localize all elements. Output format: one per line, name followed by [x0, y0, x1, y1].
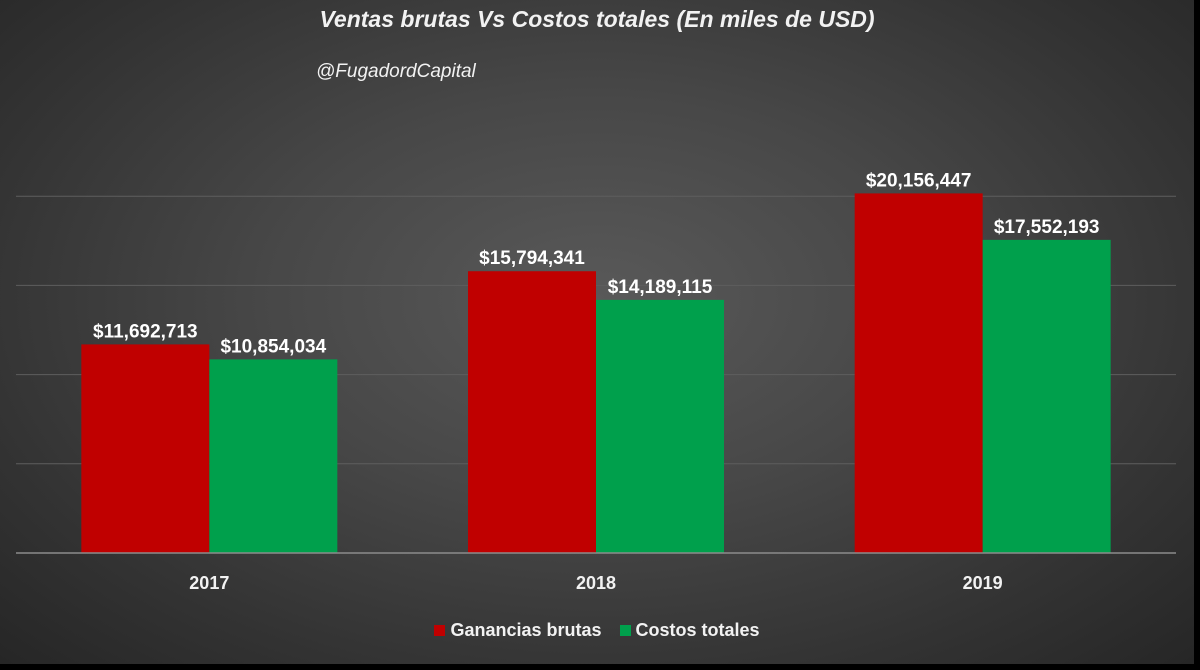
chart-title: Ventas brutas Vs Costos totales (En mile… [319, 6, 875, 32]
x-tick-label-2017: 2017 [189, 573, 229, 593]
data-label-costos-2017: $10,854,034 [220, 336, 326, 357]
legend-item-ganancias: Ganancias brutas [434, 620, 602, 641]
legend-label-costos: Costos totales [635, 620, 760, 640]
legend-swatch-costos [619, 625, 631, 636]
bar-costos-2017 [209, 359, 338, 553]
legend-item-costos: Costos totales [619, 620, 760, 641]
data-label-ganancias-2019: $20,156,447 [866, 170, 972, 191]
chart-legend: Ganancias brutas Costos totales [0, 620, 1194, 641]
bar-costos-2018 [596, 299, 724, 553]
bar-ganancias-2017 [81, 344, 210, 553]
data-label-ganancias-2017: $11,692,713 [93, 321, 198, 342]
bar-costos-2019 [982, 239, 1111, 553]
chart-subtitle: @FugadordCapital [316, 61, 476, 82]
data-label-ganancias-2018: $15,794,341 [479, 248, 585, 269]
data-label-costos-2018: $14,189,115 [608, 277, 713, 298]
x-tick-label-2018: 2018 [576, 573, 616, 593]
bar-ganancias-2019 [854, 193, 983, 553]
x-tick-label-2019: 2019 [963, 573, 1003, 593]
legend-swatch-ganancias [434, 625, 446, 636]
data-label-costos-2019: $17,552,193 [994, 217, 1100, 238]
legend-label-ganancias: Ganancias brutas [450, 620, 602, 640]
bar-ganancias-2018 [468, 271, 596, 553]
